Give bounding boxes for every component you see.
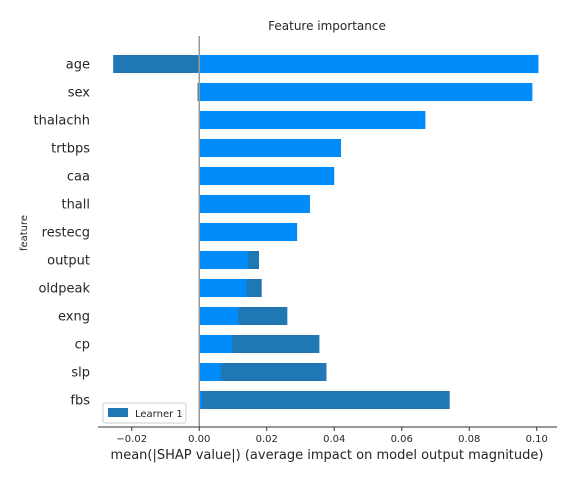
bar-series-2-age	[199, 55, 539, 73]
y-tick-label-caa: caa	[67, 170, 90, 185]
bar-series-2-restecg	[199, 223, 298, 241]
y-tick-label-thall: thall	[61, 198, 90, 213]
y-tick-label-thalachh: thalachh	[33, 114, 90, 129]
bar-learner-1-slp	[199, 363, 327, 381]
bar-series-2-exng	[199, 307, 239, 325]
y-tick-label-cp: cp	[75, 338, 90, 353]
y-tick-label-oldpeak: oldpeak	[38, 282, 90, 297]
x-tick-label: 0.04	[323, 434, 345, 445]
bar-series-2-thalachh	[199, 111, 426, 129]
y-tick-label-slp: slp	[71, 366, 90, 381]
x-axis-ticks: −0.02 0.00 0.02 0.04 0.06 0.08 0.10	[116, 427, 548, 445]
y-tick-label-age: age	[66, 58, 90, 73]
y-tick-label-output: output	[47, 254, 90, 269]
legend-label: Learner 1	[135, 409, 183, 420]
bar-learner-1-fbs	[199, 391, 450, 409]
y-axis-label: feature	[19, 215, 30, 251]
bar-series-2-fbs	[199, 391, 202, 409]
y-tick-label-sex: sex	[68, 86, 91, 101]
y-tick-label-fbs: fbs	[70, 394, 90, 409]
bar-series-2-sex	[199, 83, 533, 101]
y-tick-labels: age sex thalachh trtbps caa thall restecg outpu…	[33, 58, 90, 409]
x-tick-label: 0.10	[526, 434, 548, 445]
bar-series-2-slp	[199, 363, 221, 381]
chart-title: Feature importance	[268, 19, 386, 33]
y-tick-label-restecg: restecg	[42, 226, 90, 241]
bar-series-2-caa	[199, 167, 335, 185]
y-tick-label-exng: exng	[58, 310, 90, 325]
bar-series-2-thall	[199, 195, 310, 213]
x-axis-label: mean(|SHAP value|) (average impact on mo…	[111, 448, 544, 463]
bar-series-2-cp	[199, 335, 233, 353]
bar-learner-1-sex	[197, 83, 200, 101]
x-tick-label: 0.08	[458, 434, 480, 445]
bar-learner-1-age	[113, 55, 200, 73]
y-tick-label-trtbps: trtbps	[51, 142, 90, 157]
x-tick-label: 0.06	[391, 434, 413, 445]
x-tick-label: 0.00	[188, 434, 210, 445]
bar-series-2-oldpeak	[199, 279, 247, 297]
x-tick-label: −0.02	[116, 434, 147, 445]
bar-series-2-output	[199, 251, 249, 269]
legend-swatch	[108, 408, 128, 417]
bar-series-2-trtbps	[199, 139, 341, 157]
bars-layer	[113, 55, 539, 409]
x-tick-label: 0.02	[256, 434, 278, 445]
legend: Learner 1	[102, 402, 187, 424]
